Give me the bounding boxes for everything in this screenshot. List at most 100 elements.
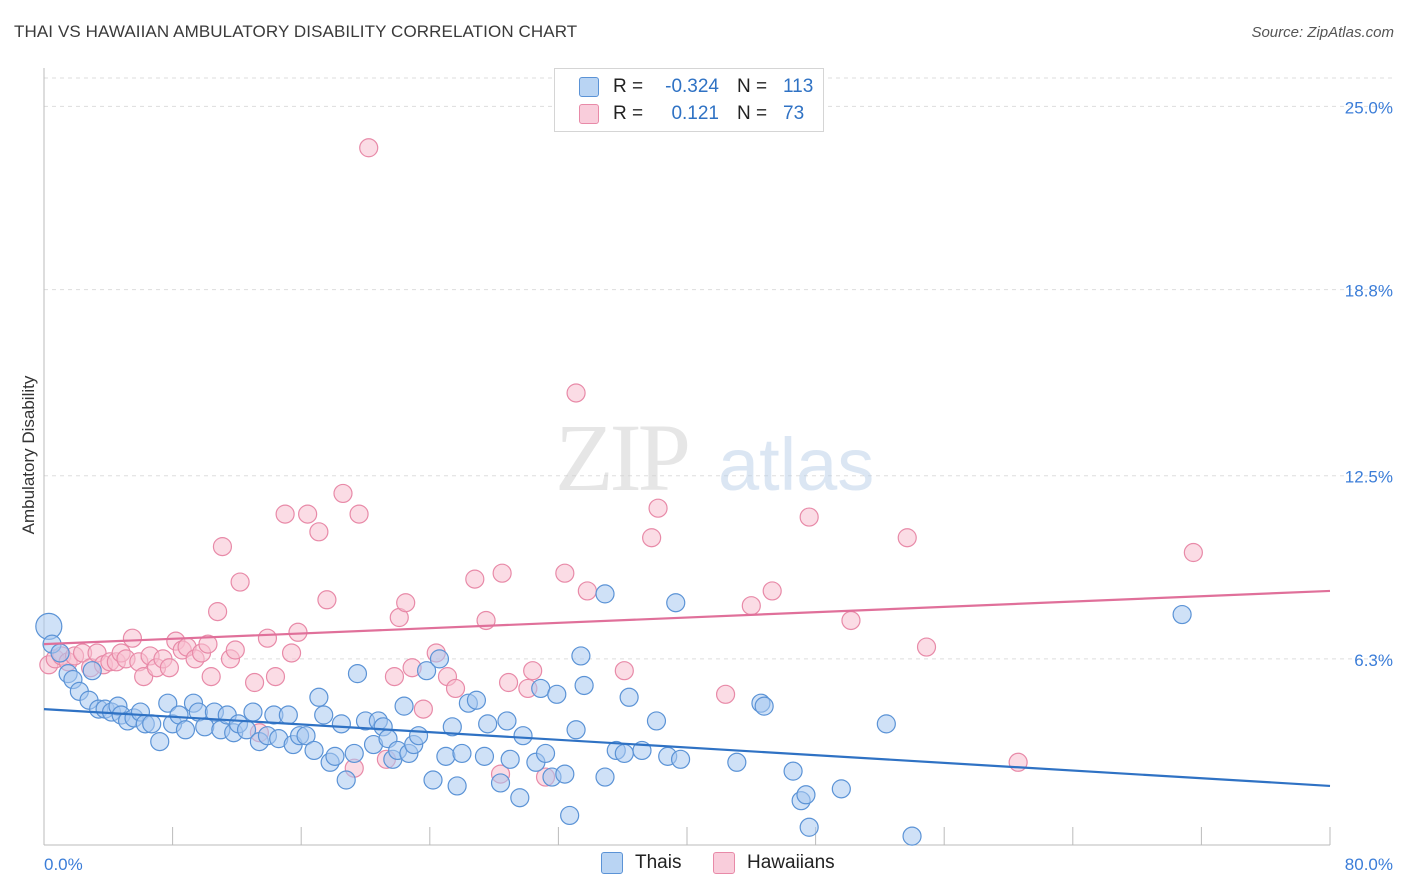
hawaiians-point <box>841 610 861 631</box>
thais-point <box>296 726 316 746</box>
thais-point <box>566 720 586 740</box>
thais-point <box>331 714 351 734</box>
legend-row-hawaiians: R = 0.121 N = 73 <box>579 102 823 126</box>
thais-point <box>478 714 498 734</box>
legend-item-thais[interactable]: Thais <box>601 852 681 874</box>
hawaiians-point <box>799 507 819 527</box>
thais-point <box>796 785 816 805</box>
thais-point <box>50 643 70 663</box>
hawaiians-point <box>555 563 575 583</box>
hawaiians-point <box>916 637 937 657</box>
thais-point <box>595 584 615 604</box>
thais-point <box>831 779 851 799</box>
hawaiians-point <box>122 628 143 648</box>
hawaiians-point <box>413 699 433 719</box>
legend-n-value: 113 <box>783 76 814 97</box>
legend-label-thais: Thais <box>635 852 682 873</box>
thais-point <box>513 726 533 746</box>
legend-row-thais: R = -0.324 N = 113 <box>579 75 823 99</box>
thais-point <box>158 693 178 713</box>
hawaiians-trend-line <box>43 589 1331 646</box>
hawaiians-point <box>257 628 278 648</box>
thais-point <box>560 805 580 826</box>
hawaiians-point <box>445 678 466 699</box>
series-legend: Thais Hawaiians <box>0 852 1406 876</box>
hawaiians-point <box>281 643 302 663</box>
hawaiians-point <box>642 528 662 548</box>
grid-lines <box>44 77 1392 660</box>
thais-point <box>142 714 162 734</box>
thais-point <box>474 746 495 766</box>
x-tick-label: 80.0% <box>1345 855 1393 874</box>
thais-trend-line <box>43 708 1331 788</box>
hawaiians-point <box>275 504 295 524</box>
hawaiians-point <box>396 593 416 613</box>
thais-point <box>175 720 196 740</box>
thais-point <box>531 678 551 699</box>
hawaiians-point <box>384 667 405 687</box>
chart-title: THAI VS HAWAIIAN AMBULATORY DISABILITY C… <box>14 22 578 41</box>
legend-item-hawaiians[interactable]: Hawaiians <box>713 852 835 874</box>
legend-label-hawaiians: Hawaiians <box>747 852 835 873</box>
tick-labels: 6.3% 12.5% 18.8% 25.0% 0.0% 80.0% <box>44 98 1393 874</box>
hawaiians-point <box>1183 542 1203 563</box>
thais-point <box>614 743 634 764</box>
hawaiians-point <box>298 504 318 524</box>
thais-point <box>646 711 667 731</box>
trend-lines <box>43 589 1331 788</box>
hawaiians-point <box>566 383 586 403</box>
watermark-atlas: atlas <box>718 423 874 506</box>
y-tick-label: 25.0% <box>1345 98 1393 117</box>
thais-point <box>304 740 324 761</box>
thais-point <box>344 743 364 764</box>
thais-point <box>619 687 639 707</box>
hawaiians-legend-swatch <box>713 852 735 874</box>
thais-point <box>500 749 520 769</box>
stats-legend: R = -0.324 N = 113 R = 0.121 N = 73 <box>554 68 824 132</box>
thais-series <box>35 584 1192 846</box>
thais-point <box>670 749 691 769</box>
y-tick-label: 18.8% <box>1345 282 1393 301</box>
thais-point <box>571 646 591 666</box>
hawaiians-point <box>741 596 761 616</box>
y-axis-label: Ambulatory Disability <box>19 375 38 534</box>
hawaiians-point <box>614 661 634 681</box>
thais-point <box>347 664 368 684</box>
thais-point <box>490 773 511 793</box>
thais-point <box>727 752 747 772</box>
thais-point <box>314 705 334 725</box>
thais-point <box>754 696 774 716</box>
thais-swatch <box>579 77 599 97</box>
chart-source: Source: ZipAtlas.com <box>1251 24 1394 41</box>
hawaiians-point <box>523 661 543 681</box>
hawaiians-point <box>244 672 265 693</box>
thais-point <box>416 661 437 681</box>
thais-point <box>447 776 467 796</box>
hawaiians-point <box>201 667 221 687</box>
watermark-zip: ZIP <box>555 404 688 511</box>
y-tick-label: 12.5% <box>1345 468 1393 487</box>
thais-point <box>423 770 443 790</box>
legend-n-label: N = <box>737 103 768 124</box>
hawaiians-point <box>762 581 782 601</box>
hawaiians-point <box>648 498 668 518</box>
thais-point <box>535 743 556 764</box>
thais-point <box>243 702 263 722</box>
hawaiians-point <box>359 138 379 158</box>
legend-n-value: 73 <box>783 103 805 124</box>
legend-r-label: R = <box>613 76 644 97</box>
thais-point <box>555 764 575 784</box>
hawaiians-point <box>309 522 329 542</box>
thais-point <box>1172 604 1192 625</box>
hawaiians-point <box>897 528 917 548</box>
thais-point <box>309 687 329 707</box>
thais-point <box>278 705 298 725</box>
thais-point <box>394 696 414 716</box>
thais-point <box>510 788 530 808</box>
hawaiians-point <box>159 658 179 678</box>
thais-legend-swatch <box>601 852 623 874</box>
thais-point <box>876 714 896 734</box>
hawaiians-point <box>349 504 369 524</box>
thais-point <box>574 675 594 696</box>
axes <box>43 68 1331 846</box>
